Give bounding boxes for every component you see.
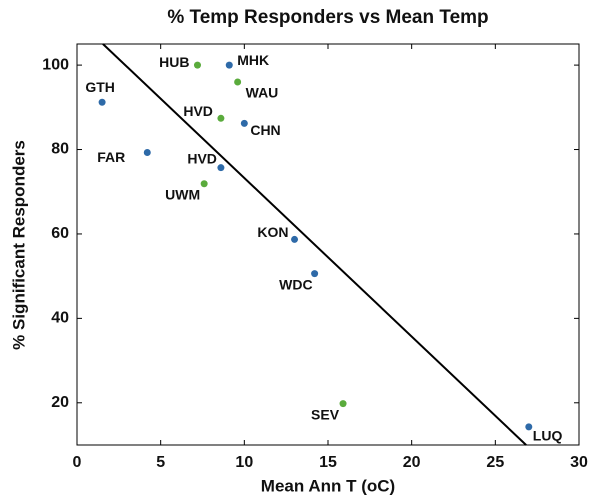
point (200, 180, 208, 188)
x-tick-label: 30 (570, 454, 588, 471)
y-tick-label: 40 (51, 310, 69, 327)
point-label: HVD (183, 103, 213, 119)
x-tick-label: 20 (403, 454, 421, 471)
point-label: SEV (311, 406, 340, 422)
y-tick-label: 20 (51, 394, 69, 411)
y-tick-label: 60 (51, 225, 69, 242)
point-label: GTH (85, 79, 115, 95)
x-tick-label: 10 (235, 454, 253, 471)
point (225, 61, 233, 69)
point (339, 400, 347, 408)
point (143, 148, 151, 156)
point-label: HVD (187, 150, 217, 166)
trend-line (102, 43, 527, 446)
point-label: LUQ (533, 428, 563, 444)
x-tick-label: 25 (486, 454, 504, 471)
point-label: KON (257, 224, 288, 240)
point (193, 61, 201, 69)
point (240, 119, 248, 127)
point-label: HUB (159, 54, 189, 70)
point-label: UWM (165, 186, 200, 202)
x-tick-label: 5 (156, 454, 165, 471)
point-label: FAR (97, 149, 125, 165)
y-axis-label: % Significant Responders (9, 140, 28, 350)
y-tick-label: 80 (51, 141, 69, 158)
point (291, 235, 299, 243)
point-label: WDC (279, 276, 312, 292)
point (311, 270, 319, 278)
point (98, 98, 106, 106)
y-tick-label: 100 (42, 56, 69, 73)
point (234, 78, 242, 86)
plot-frame (76, 43, 580, 446)
x-tick-label: 15 (319, 454, 337, 471)
point-label: MHK (237, 52, 269, 68)
x-tick-label: 0 (73, 454, 82, 471)
point (217, 164, 225, 172)
point (525, 423, 533, 431)
chart-title: % Temp Responders vs Mean Temp (167, 7, 488, 28)
x-axis-label: Mean Ann T (oC) (261, 476, 395, 495)
point-label: CHN (250, 122, 280, 138)
point (217, 114, 225, 122)
point-label: WAU (246, 85, 279, 101)
